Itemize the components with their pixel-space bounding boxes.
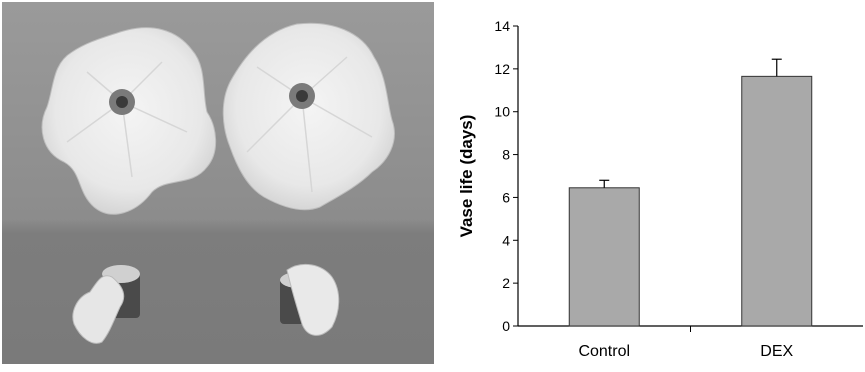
- y-tick-label: 4: [502, 232, 510, 248]
- y-tick-label: 8: [502, 147, 510, 163]
- open-flower-right: [222, 22, 395, 211]
- chart-bars: [568, 75, 813, 327]
- open-flower-left: [41, 27, 217, 215]
- y-tick-label: 14: [494, 18, 510, 34]
- y-axis-label: Vase life (days): [457, 115, 476, 238]
- y-tick-label: 2: [502, 275, 510, 291]
- chart-labels: 0 2 4 6 8 10 12 14 Control DEX: [494, 18, 793, 360]
- y-tick-label: 12: [494, 61, 510, 77]
- flower-photo: [2, 2, 434, 364]
- bar-chart: 0 2 4 6 8 10 12 14 Control DEX Vase life (days): [450, 0, 865, 367]
- petunia-flowers-photo-icon: [2, 2, 434, 364]
- y-tick-label: 10: [494, 104, 510, 120]
- bar-dex: [741, 75, 813, 327]
- y-tick-label: 0: [502, 318, 510, 334]
- bar-chart-svg: 0 2 4 6 8 10 12 14 Control DEX Vase life (days): [457, 18, 863, 360]
- y-tick-label: 6: [502, 189, 510, 205]
- x-tick-label: Control: [578, 343, 630, 360]
- bar-control: [568, 187, 640, 327]
- wilted-flower-left: [72, 265, 140, 344]
- x-tick-label: DEX: [760, 343, 793, 360]
- chart-error-bars: [599, 58, 782, 188]
- wilted-flower-right: [280, 263, 340, 336]
